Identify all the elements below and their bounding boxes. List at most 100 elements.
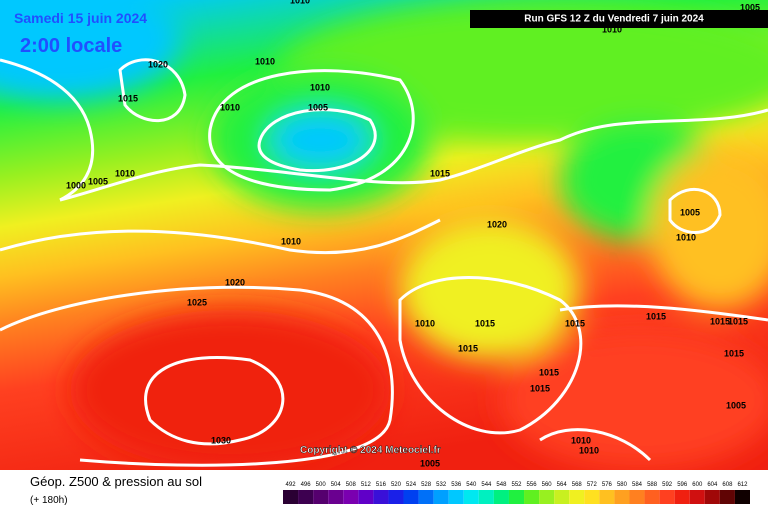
scale-swatch [569,490,585,504]
isobar-label: 1015 [724,348,744,358]
isobar-label: 1015 [728,316,748,326]
scale-swatch [373,490,389,504]
scale-swatch [418,490,434,504]
scale-swatch [358,490,374,504]
scale-label: 544 [481,482,492,488]
scale-label: 524 [406,482,417,488]
isobar-label: 1015 [430,168,450,178]
isobar-label: 1015 [646,311,666,321]
scale-swatch [719,490,735,504]
scale-swatch [448,490,464,504]
isobar-label: 1010 [310,82,330,92]
isobar-label: 1015 [118,93,138,103]
scale-swatch [313,490,329,504]
isobar-label: 1000 [66,180,86,190]
scale-label: 592 [662,482,673,488]
scale-swatch [674,490,690,504]
scale-label: 516 [376,482,387,488]
scale-swatch [463,490,479,504]
scale-label: 568 [572,482,583,488]
scale-swatch [328,490,344,504]
scale-label: 512 [361,482,372,488]
isobar-label: 1010 [255,56,275,66]
isobar-label: 1005 [308,102,328,112]
isobar-label: 1005 [680,207,700,217]
isobar-label: 1020 [487,219,507,229]
date: Samedi 15 juin 2024 [14,10,147,26]
isobar-label: 1005 [740,2,760,12]
scale-label: 504 [331,482,342,488]
isobar-label: 1020 [148,59,168,69]
isobar-label: 1010 [676,232,696,242]
scale-swatch [343,490,359,504]
scale-label: 556 [527,482,538,488]
scale-label: 540 [466,482,477,488]
isobar-label: 1010 [579,445,599,455]
scale-label: 520 [391,482,402,488]
scale-swatch [388,490,404,504]
isobar-label: 1025 [187,297,207,307]
scale-swatch [599,490,615,504]
isobar-label: 1005 [726,400,746,410]
scale-label: 492 [286,482,297,488]
scale-label: 532 [436,482,447,488]
scale-label: 548 [496,482,507,488]
scale-swatch [524,490,540,504]
scale-swatch [704,490,720,504]
scale-label: 560 [542,482,553,488]
isobar-label: 1010 [415,318,435,328]
isobar-label: 1015 [458,343,478,353]
footer-title: Géop. Z500 & pression au sol [30,474,202,489]
isobar-label: 1010 [115,168,135,178]
isobar-label: 1015 [475,318,495,328]
isobar-label: 1015 [710,316,730,326]
scale-label: 588 [647,482,658,488]
scale-swatch [478,490,494,504]
scale-label: 536 [451,482,462,488]
scale-label: 608 [722,482,733,488]
scale-swatch [433,490,449,504]
scale-swatch [508,490,525,504]
isobar-label: 1020 [225,277,245,287]
scale-swatch [644,490,660,504]
height-field [0,0,768,470]
scale-label: 576 [602,482,613,488]
scale-swatch [584,490,600,504]
scale-swatch [734,490,750,504]
scale-label: 500 [316,482,327,488]
isobar-label: 1010 [220,102,240,112]
isobar-label: 1005 [420,458,440,468]
copyright: Copyright © 2024 Meteociel.fr [300,445,441,456]
scale-label: 600 [692,482,703,488]
scale-label: 508 [346,482,357,488]
scale-swatch [659,490,675,504]
scale-swatch [493,490,509,504]
isobar-label: 1010 [571,435,591,445]
isobar-label: 1005 [88,176,108,186]
run-banner [470,10,768,28]
run-info: Run GFS 12 Z du Vendredi 7 juin 2024 [524,14,704,25]
scale-swatch [614,490,630,504]
scale-label: 612 [737,482,748,488]
scale-label: 552 [511,482,522,488]
isobar-label: 1015 [565,318,585,328]
scale-label: 496 [301,482,312,488]
footer-lead: (+ 180h) [30,495,68,506]
isobar-label: 1010 [281,236,301,246]
isobars [0,58,768,467]
scale-label: 572 [587,482,598,488]
isobar-label: 1030 [211,435,231,445]
scale-label: 604 [707,482,718,488]
scale-label: 528 [421,482,432,488]
time: 2:00 locale [20,35,122,57]
scale-swatch [629,490,645,504]
isobar-label: 1015 [530,383,550,393]
scale-label: 564 [557,482,568,488]
scale-swatch [283,490,299,504]
scale-swatch [403,490,419,504]
scale-swatch [539,490,555,504]
isobar-label: 1015 [539,367,559,377]
isobar-label: 1010 [602,24,622,34]
scale-swatch [689,490,705,504]
